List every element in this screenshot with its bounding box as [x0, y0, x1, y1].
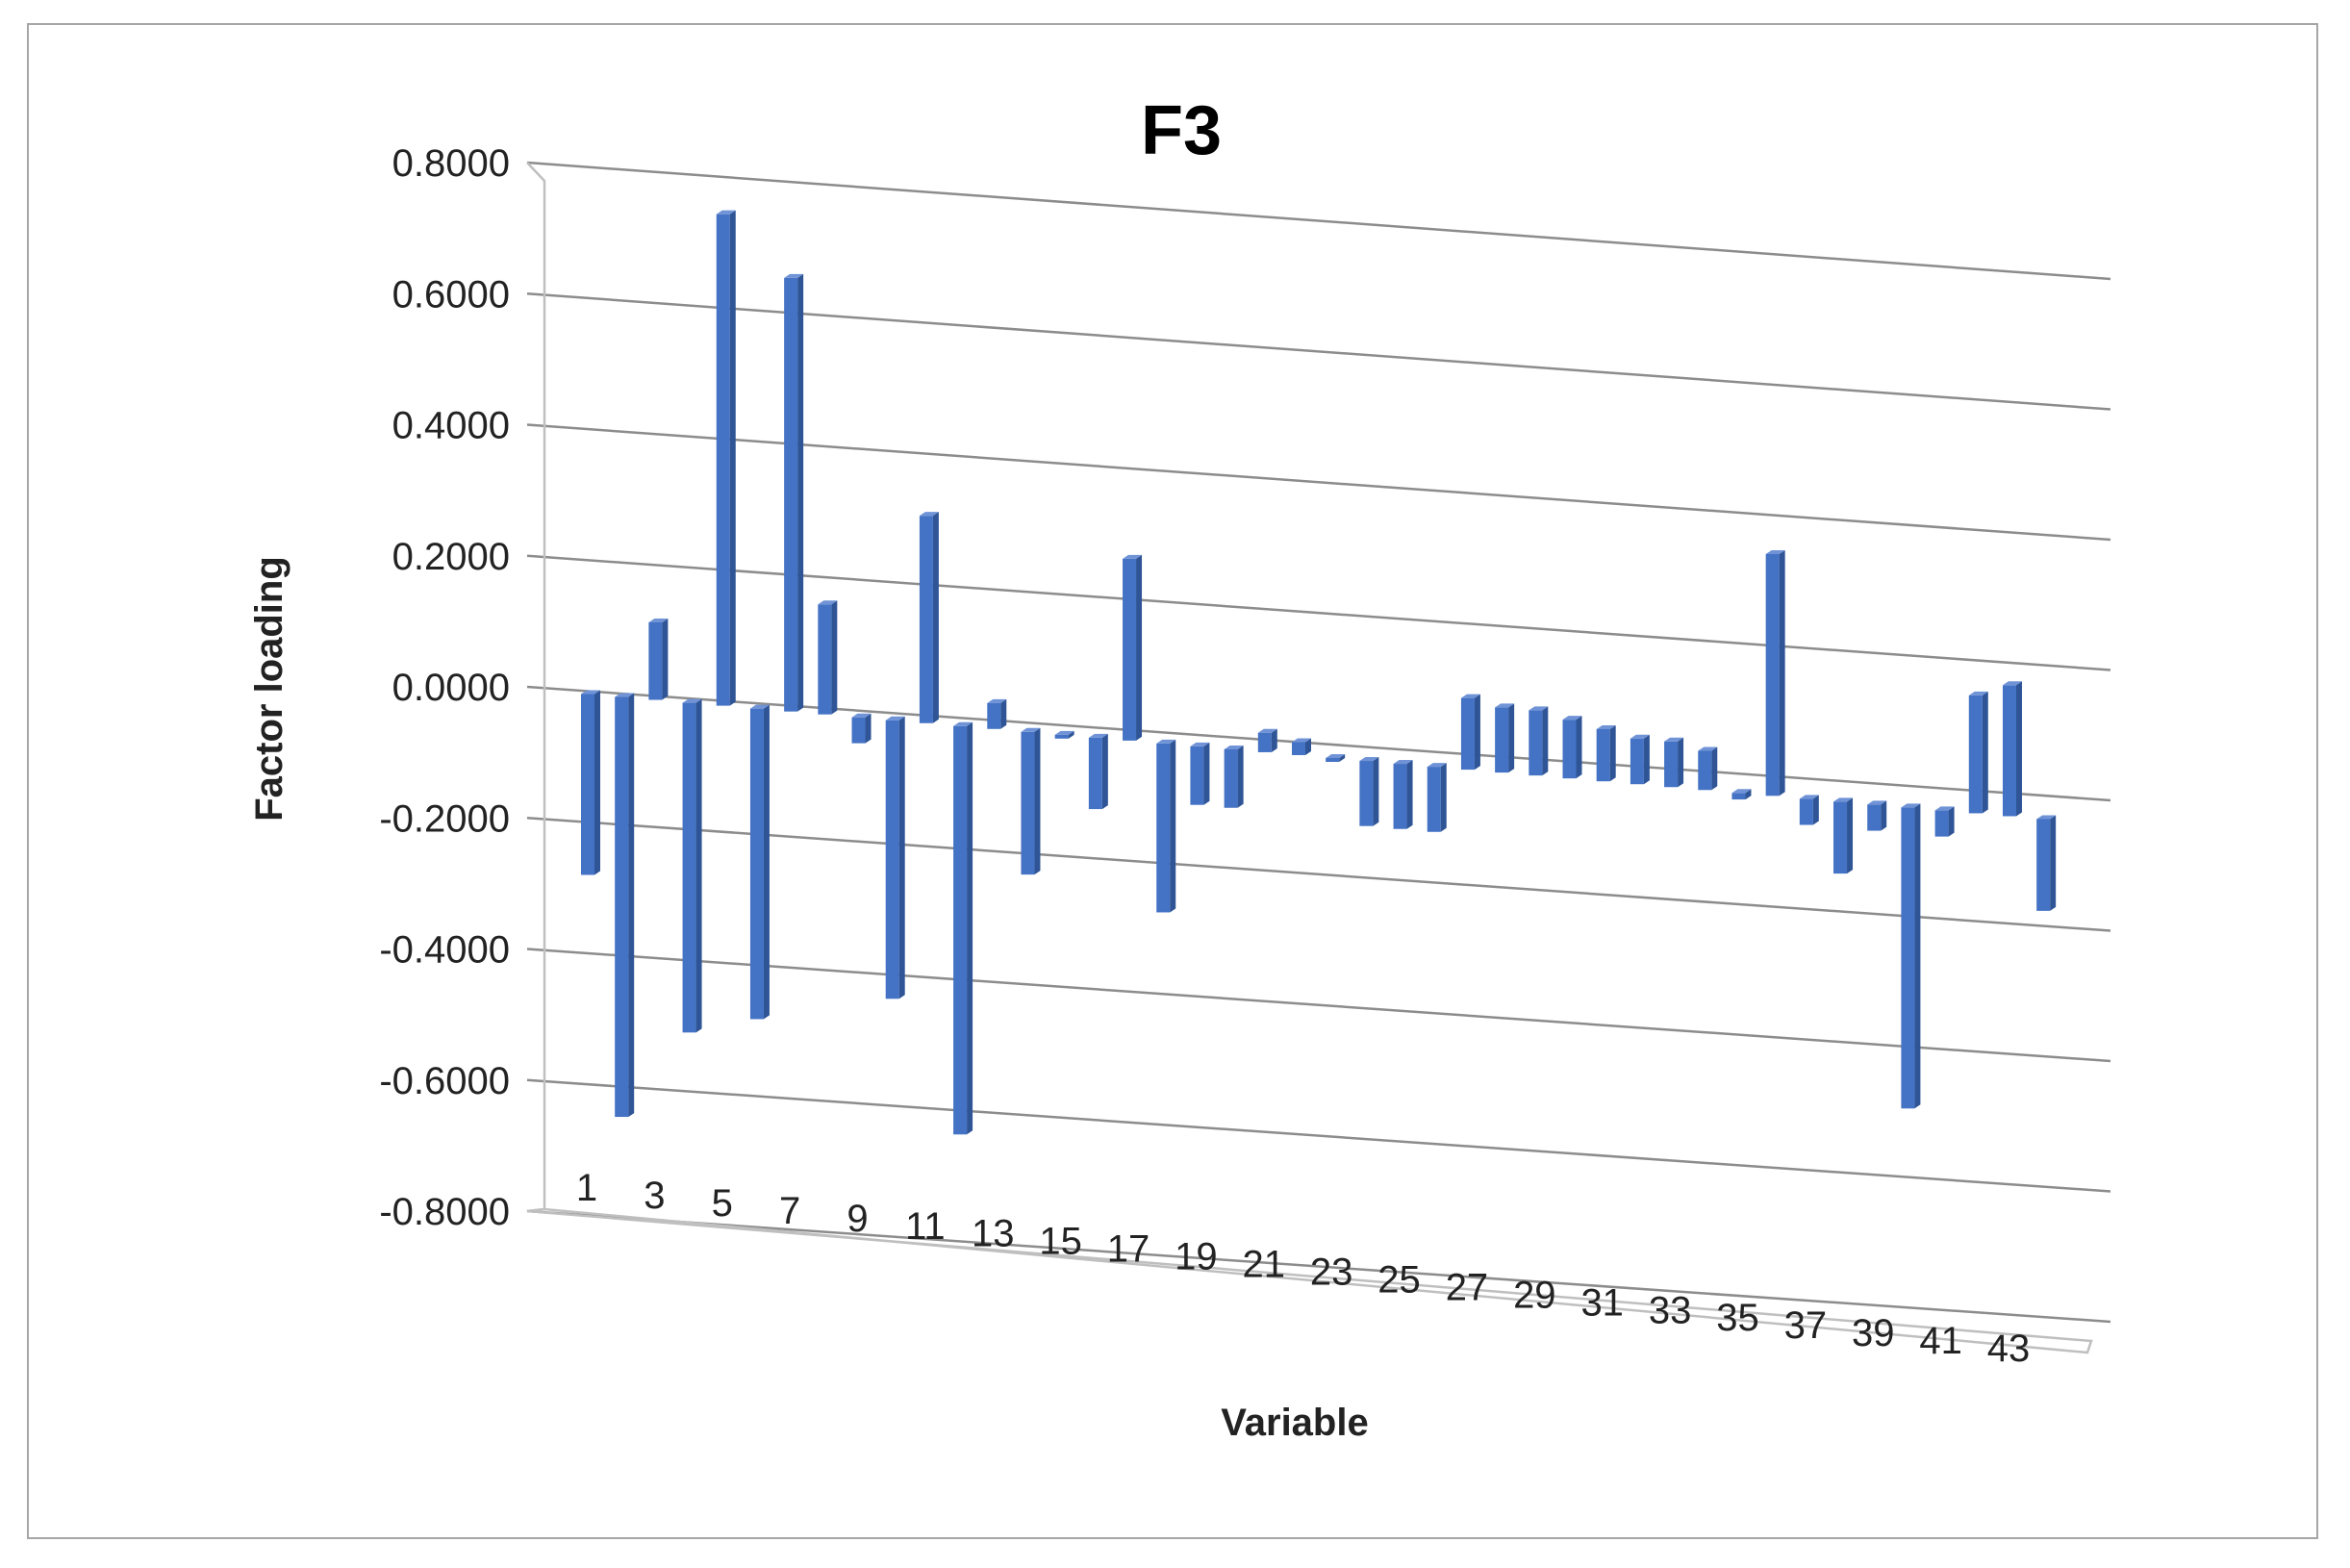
x-tick-label: 37	[1784, 1304, 1828, 1347]
x-tick-label: 3	[644, 1175, 665, 1217]
x-tick-label: 35	[1716, 1297, 1759, 1339]
bar	[1460, 694, 1480, 771]
x-tick-label: 1	[576, 1167, 597, 1209]
bar	[1359, 757, 1379, 826]
chart-title: F3	[1141, 92, 1222, 169]
bar	[1934, 806, 1955, 837]
y-tick-label: 0.8000	[392, 142, 510, 185]
bar	[1731, 789, 1752, 800]
x-tick-label: 31	[1580, 1281, 1624, 1324]
bar	[1021, 727, 1041, 875]
bar	[1427, 763, 1447, 832]
gridline	[526, 1078, 2111, 1193]
bar	[1833, 797, 1854, 874]
bar	[1291, 738, 1311, 755]
bar	[2002, 681, 2022, 817]
gridline	[526, 423, 2111, 542]
bar	[1123, 554, 1143, 741]
bar	[851, 713, 872, 744]
x-tick-label: 25	[1377, 1258, 1421, 1301]
y-tick-label: -0.2000	[379, 797, 510, 840]
y-axis-ticks: 0.8000 0.6000 0.4000 0.2000 0.0000 -0.2000 -0.…	[379, 142, 510, 1233]
bar	[1054, 730, 1074, 739]
x-tick-label: 39	[1852, 1312, 1895, 1354]
bar	[1901, 803, 1921, 1109]
bar	[953, 721, 973, 1135]
bar	[1088, 733, 1108, 810]
y-tick-label: 0.6000	[392, 273, 510, 316]
bars	[581, 210, 2057, 1135]
bar	[885, 716, 905, 999]
bar	[1698, 746, 1718, 791]
bar	[1799, 795, 1819, 825]
y-tick-label: -0.6000	[379, 1060, 510, 1102]
x-tick-label: 5	[712, 1182, 733, 1225]
x-tick-label: 33	[1649, 1289, 1692, 1331]
bar	[682, 698, 702, 1033]
gridline	[526, 1209, 2111, 1324]
x-tick-label: 41	[1919, 1320, 1962, 1362]
x-tick-label: 43	[1987, 1328, 2031, 1370]
y-tick-label: -0.4000	[379, 929, 510, 972]
bar	[919, 512, 939, 723]
bar	[1393, 760, 1413, 829]
gridline	[526, 948, 2111, 1063]
gridline	[526, 554, 2111, 671]
bar	[1156, 739, 1176, 913]
bar	[1596, 724, 1616, 782]
x-tick-label: 27	[1446, 1266, 1489, 1308]
bar	[1326, 754, 1346, 763]
x-axis-title: Variable	[1221, 1402, 1368, 1444]
bar	[1630, 734, 1650, 785]
bar	[1562, 716, 1582, 779]
y-tick-label: 0.2000	[392, 536, 510, 578]
x-tick-label: 13	[972, 1213, 1015, 1255]
bar	[1765, 549, 1785, 797]
bar	[1529, 706, 1549, 776]
y-tick-label: 0.0000	[392, 667, 510, 709]
bar	[1257, 728, 1277, 752]
chart-svg: F3 0.8000 0.6000 0.4000 0.2000 0.0000 -0.2000…	[248, 92, 2111, 1444]
gridline	[526, 292, 2111, 411]
bar	[716, 210, 736, 706]
bar	[1867, 800, 1887, 831]
x-tick-label: 23	[1310, 1251, 1353, 1293]
bar	[1495, 703, 1515, 773]
chart-frame: F3 0.8000 0.6000 0.4000 0.2000 0.0000 -0.2000…	[27, 23, 2318, 1539]
bar	[1190, 742, 1210, 805]
bar	[615, 693, 635, 1118]
y-axis-title: Factor loading	[248, 556, 291, 822]
bar	[784, 273, 804, 712]
gridline	[526, 817, 2111, 932]
x-tick-label: 29	[1513, 1274, 1556, 1316]
floor	[526, 1207, 2093, 1354]
x-tick-label: 21	[1243, 1244, 1286, 1286]
bar	[749, 704, 770, 1020]
x-tick-label: 19	[1175, 1236, 1218, 1278]
bar	[1968, 691, 1988, 814]
x-tick-label: 9	[847, 1198, 868, 1240]
x-tick-label: 15	[1039, 1221, 1082, 1263]
x-tick-label: 7	[779, 1190, 800, 1232]
bar	[987, 698, 1007, 729]
x-axis-ticks: 1 3 5 7 9 11 13 15 17 19 21 23 25 27 29 31 33 35 37 39 41 43	[576, 1167, 2030, 1370]
y-tick-label: -0.8000	[379, 1191, 510, 1233]
bar	[1224, 745, 1244, 808]
bar	[1664, 737, 1684, 788]
bar	[581, 690, 600, 875]
y-tick-label: 0.4000	[392, 405, 510, 447]
x-tick-label: 11	[905, 1205, 946, 1248]
bar	[648, 618, 669, 700]
bar	[2036, 815, 2057, 911]
x-tick-label: 17	[1107, 1228, 1150, 1271]
gridline	[526, 161, 2111, 281]
bar	[818, 600, 838, 715]
